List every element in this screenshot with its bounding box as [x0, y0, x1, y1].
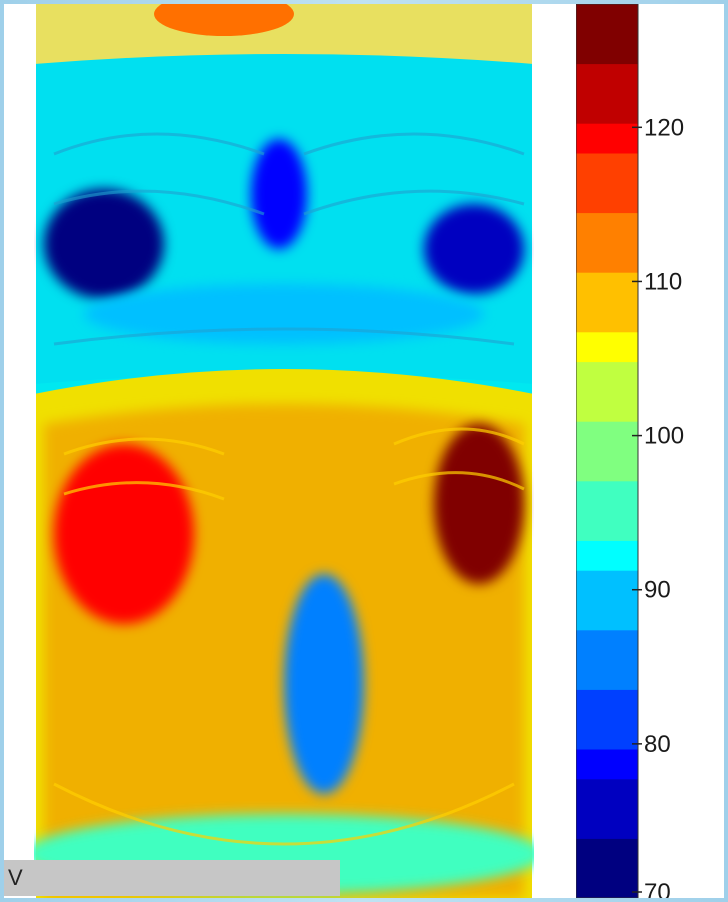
colorbar-band — [576, 391, 638, 422]
colorbar-band — [576, 719, 638, 750]
colorbar-band — [576, 868, 638, 898]
colorbar-tick-label: 100 — [644, 423, 684, 450]
colorbar-band — [576, 272, 638, 303]
colorbar-band — [576, 808, 638, 839]
colorbar-tick-label: 80 — [644, 731, 671, 758]
colorbar-frame — [576, 4, 639, 898]
colorbar-band — [576, 4, 638, 35]
colorbar-band — [576, 600, 638, 631]
contour-line — [393, 427, 525, 446]
contour-line — [53, 327, 515, 346]
colorbar-band — [576, 540, 638, 571]
colorbar-band — [576, 182, 638, 214]
colorbar-tick-label: 70 — [644, 879, 671, 898]
caption-text: V — [8, 865, 23, 890]
colorbar-band — [576, 749, 638, 780]
contour-line — [53, 189, 265, 216]
contour-line — [53, 132, 265, 156]
heatmap-region-abdomen-center — [284, 574, 364, 794]
colorbar-band — [576, 153, 638, 184]
colorbar: 70 80 90 100 110 120 — [576, 4, 684, 898]
contour-line — [53, 782, 515, 846]
colorbar-band — [576, 629, 638, 661]
colorbar-band — [576, 778, 638, 810]
colorbar-band — [576, 361, 638, 392]
colorbar-band — [576, 331, 638, 363]
heatmap-region-sternum — [251, 139, 307, 249]
colorbar-band — [576, 63, 638, 94]
heatmap-region-mid-chest — [84, 284, 484, 344]
contour-line — [303, 189, 525, 216]
region-top-hot — [154, 4, 294, 36]
colorbar-tick-label: 120 — [644, 114, 684, 141]
colorbar-band — [576, 421, 638, 452]
colorbar-band — [576, 212, 638, 243]
heatmap-region-lower-right-hotspot — [434, 424, 524, 584]
colorbar-band — [576, 123, 638, 154]
colorbar-band — [576, 689, 638, 720]
colorbar-tick-label: 90 — [644, 577, 671, 604]
colorbar-band — [576, 659, 638, 690]
figure: 70 80 90 100 110 120 V — [4, 4, 724, 898]
contour-line — [303, 132, 525, 156]
colorbar-band — [576, 838, 638, 869]
colorbar-band — [576, 480, 638, 512]
contour-line — [63, 437, 225, 456]
colorbar-band — [576, 451, 638, 482]
colorbar-tick-label: 110 — [644, 268, 682, 295]
colorbar-band — [576, 33, 638, 65]
caption-bar: V — [4, 860, 340, 896]
heatmap-region-lower-left-hotspot — [54, 444, 194, 624]
heatmap-region-upper-left-lung — [44, 189, 164, 299]
colorbar-band — [576, 510, 638, 541]
heatmap-region-upper-right-lung — [424, 204, 524, 294]
colorbar-band — [576, 93, 638, 124]
colorbar-band — [576, 570, 638, 601]
heatmap-plot — [34, 4, 534, 898]
contour-line — [63, 481, 225, 501]
colorbar-band — [576, 302, 638, 333]
colorbar-band — [576, 242, 638, 273]
contour-line — [393, 471, 525, 491]
